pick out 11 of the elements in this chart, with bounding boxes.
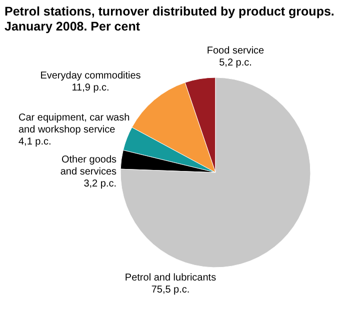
slice-label: Food service (206, 46, 265, 56)
data-label: 11,9 p.c. (72, 82, 110, 94)
slice-label: Petrol and lubricants (124, 272, 216, 284)
data-label: 5,2 p.c. (219, 58, 252, 68)
data-label: 3,2 p.c. (84, 178, 117, 190)
data-label: 4,1 p.c. (18, 136, 52, 148)
chart-title: Petrol stations, turnover distributed by product groups. January 2008. Per cent (4, 4, 334, 34)
slice-label: Other goods and services (60, 154, 117, 178)
slice-label: Everyday commodities (40, 70, 141, 82)
slice-label: Car equipment, car wash and workshop service (18, 112, 130, 136)
data-label: 75,5 p.c. (151, 284, 190, 296)
